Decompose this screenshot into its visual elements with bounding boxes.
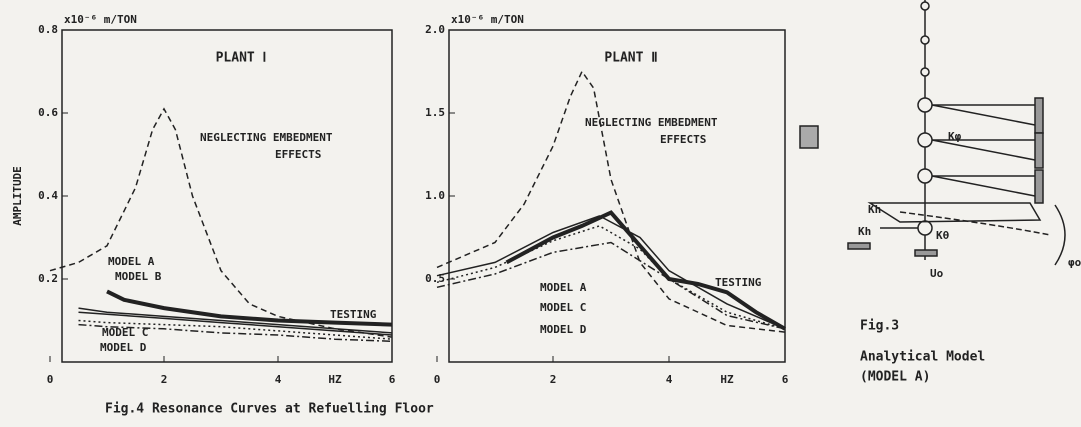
chart-title: PLANT Ⅰ	[216, 51, 267, 66]
series-line	[78, 311, 393, 336]
diagram-label: Kh	[868, 203, 881, 216]
x-tick-label: 2	[550, 373, 557, 386]
annotation: MODEL D	[540, 323, 587, 336]
series-line	[78, 323, 393, 343]
series-line	[436, 70, 786, 333]
x-tick-label: 4	[666, 373, 673, 386]
annotation: MODEL C	[540, 301, 586, 314]
y-tick-label: 0.8	[38, 23, 58, 36]
diagram-label: φo	[1068, 256, 1081, 269]
annotation: MODEL A	[540, 281, 587, 294]
annotation: EFFECTS	[275, 148, 321, 161]
chart-title: PLANT Ⅱ	[604, 51, 657, 66]
series-line	[436, 215, 786, 330]
x-tick-label: 6	[782, 373, 789, 386]
y-label: AMPLITUDE	[11, 166, 24, 226]
series-line	[78, 319, 393, 340]
y-unit: x10⁻⁶ m/TON	[64, 13, 137, 26]
x-tick-label: 4	[275, 373, 282, 386]
series-line	[49, 107, 393, 338]
model-diagram	[799, 0, 1066, 266]
x-tick-label: 6	[389, 373, 396, 386]
fig3-caption: Fig.3	[860, 319, 899, 334]
diagram-label: Kh	[858, 225, 871, 238]
x-label: HZ	[720, 373, 734, 386]
annotation: NEGLECTING EMBEDMENT	[200, 131, 333, 144]
x-tick-label: 2	[161, 373, 168, 386]
annotation: NEGLECTING EMBEDMENT	[585, 116, 718, 129]
annotation: EFFECTS	[660, 133, 706, 146]
diagram-label: Kφ	[948, 130, 962, 143]
annotation: MODEL A	[108, 255, 155, 268]
annotation: TESTING	[330, 308, 377, 321]
series-line	[436, 225, 786, 330]
fig4-caption: Fig.4 Resonance Curves at Refuelling Flo…	[105, 402, 434, 417]
series-line	[436, 241, 786, 330]
plot-frame	[448, 29, 786, 363]
x-tick-label: 0	[47, 373, 54, 386]
annotation: TESTING	[715, 276, 762, 289]
x-tick-label: 0	[434, 373, 441, 386]
y-unit: x10⁻⁶ m/TON	[451, 13, 524, 26]
diagram-label: Kθ	[936, 229, 950, 242]
x-label: HZ	[328, 373, 342, 386]
series-line	[106, 289, 393, 327]
diagram-label: Uo	[930, 267, 944, 280]
annotation: MODEL B	[115, 270, 162, 283]
fig3-caption: Analytical Model	[860, 350, 985, 365]
y-tick-label: 0.6	[38, 106, 58, 119]
annotation: MODEL C	[102, 326, 148, 339]
fig3-caption: (MODEL A)	[860, 370, 930, 385]
y-tick-label: 1.0	[425, 189, 445, 202]
annotation: MODEL D	[100, 341, 147, 354]
y-tick-label: 2.0	[425, 23, 445, 36]
series-line	[78, 307, 393, 334]
y-tick-label: 0.2	[38, 272, 58, 285]
y-tick-label: 1.5	[425, 106, 445, 119]
y-tick-label: 0.4	[38, 189, 58, 202]
series-line	[505, 210, 786, 331]
